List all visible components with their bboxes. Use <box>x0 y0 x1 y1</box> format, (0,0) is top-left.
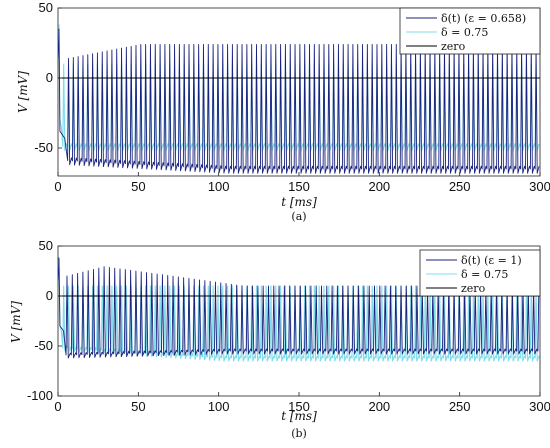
y-tick-label-a: 0 <box>46 70 53 85</box>
x-tick-label-a: 250 <box>449 179 471 194</box>
legend-b: δ(t) (ε = 1) δ = 0.75 zero <box>419 249 541 297</box>
legend-entry-b-1: δ(t) (ε = 1) <box>461 254 522 267</box>
x-tick-label-a: 50 <box>131 179 145 194</box>
x-tick-label-b: 300 <box>529 399 550 414</box>
y-tick-label-a: 50 <box>39 0 53 15</box>
legend-a: δ(t) (ε = 0.658) δ = 0.75 zero <box>399 7 541 55</box>
x-tick-label-a: 200 <box>368 179 390 194</box>
ylabel-a: V [mV] <box>16 71 30 113</box>
x-tick-label-b: 0 <box>54 399 61 414</box>
x-tick-label-b: 250 <box>449 399 471 414</box>
y-tick-label-b: 50 <box>39 238 53 253</box>
legend-entry-a-3: zero <box>441 40 466 53</box>
x-tick-label-b: 200 <box>368 399 390 414</box>
x-tick-label-b: 150 <box>288 399 310 414</box>
legend-entry-a-1: δ(t) (ε = 0.658) <box>441 12 526 25</box>
x-tick-label-a: 100 <box>208 179 230 194</box>
y-tick-label-b: -100 <box>27 388 53 403</box>
x-tick-label-b: 50 <box>131 399 145 414</box>
xlabel-b: t [ms] <box>281 409 317 423</box>
caption-a: (a) <box>291 210 306 223</box>
legend-entry-b-3: zero <box>461 282 486 295</box>
series-line-a-1 <box>58 28 540 174</box>
series-group-b <box>58 257 540 362</box>
x-tick-label-a: 150 <box>288 179 310 194</box>
xlabel-a: t [ms] <box>281 195 317 209</box>
ylabel-b: V [mV] <box>9 301 23 343</box>
y-tick-label-b: -50 <box>34 338 53 353</box>
y-tick-label-b: 0 <box>46 288 53 303</box>
series-line-b-1 <box>58 257 540 359</box>
panel-b: 0 50 100 150 200 250 300 -100 -50 0 50 t [ms] V [… <box>9 238 550 440</box>
legend-entry-a-2: δ = 0.75 <box>441 26 488 39</box>
legend-entry-b-2: δ = 0.75 <box>461 268 508 281</box>
x-tick-label-a: 300 <box>529 179 550 194</box>
x-tick-label-a: 0 <box>54 179 61 194</box>
x-tick-label-b: 100 <box>208 399 230 414</box>
caption-b: (b) <box>291 427 307 440</box>
y-tick-label-a: -50 <box>34 140 53 155</box>
series-group-a <box>58 24 540 174</box>
